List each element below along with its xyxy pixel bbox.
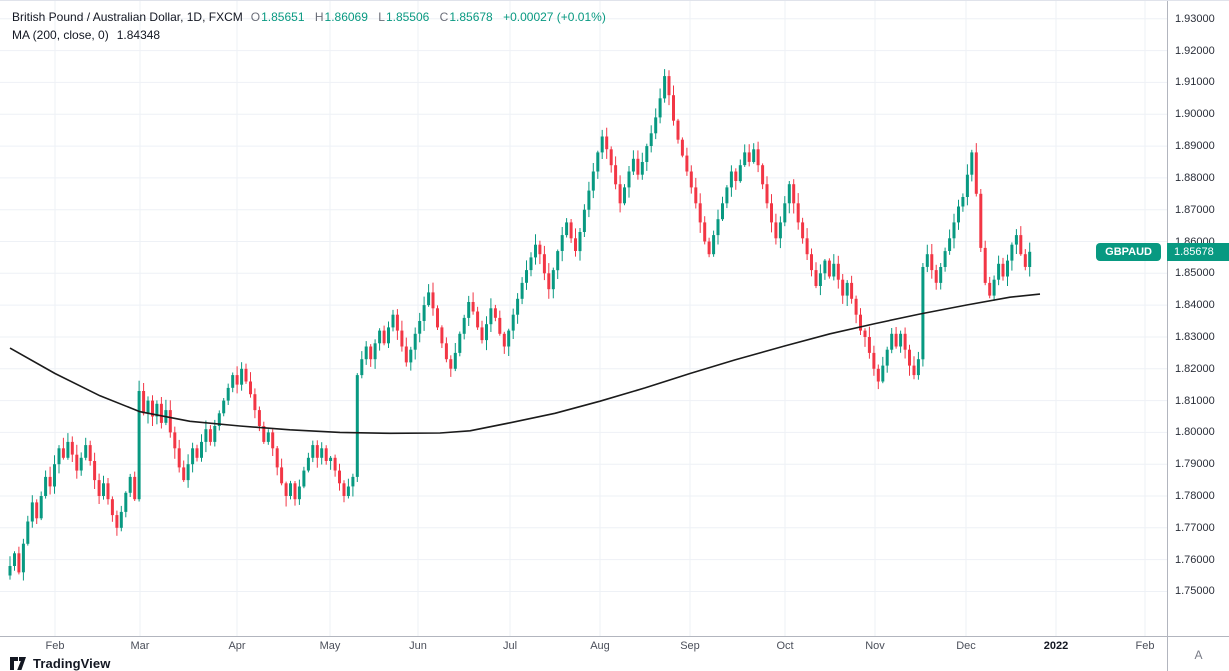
ma-200-line bbox=[9, 293, 1041, 435]
time-axis[interactable]: Feb Mar Apr May Jun Jul Aug Sep Oct Nov Dec 2022 Feb bbox=[0, 636, 1167, 655]
last-price-row: GBPAUD 1.85678 bbox=[0, 242, 1229, 262]
price-tick-label: 1.91000 bbox=[1175, 76, 1215, 89]
time-tick-label: 2022 bbox=[1043, 640, 1069, 652]
price-tick-label: 1.80000 bbox=[1175, 426, 1215, 439]
auto-scale-label: A bbox=[1194, 647, 1203, 662]
close-value: 1.85678 bbox=[449, 10, 493, 24]
candlestick-series bbox=[8, 69, 1032, 581]
last-price-flag: 1.85678 bbox=[1167, 242, 1229, 261]
time-tick-label: Aug bbox=[590, 640, 610, 652]
chart-plot-area[interactable] bbox=[0, 1, 1167, 636]
ma-indicator-value: 1.84348 bbox=[116, 28, 161, 42]
gridlines bbox=[0, 1, 1167, 636]
chart-legend: British Pound / Australian Dollar, 1D, F… bbox=[12, 8, 606, 44]
time-tick-label: Feb bbox=[1135, 640, 1155, 652]
close-label: C bbox=[439, 10, 449, 24]
price-tick-label: 1.75000 bbox=[1175, 585, 1215, 598]
ohlc-values: O1.85651 H1.86069 L1.85506 C1.85678 +0.0… bbox=[251, 8, 606, 26]
symbol-title[interactable]: British Pound / Australian Dollar, 1D, F… bbox=[12, 10, 243, 24]
change-value: +0.00027 (+0.01%) bbox=[503, 10, 606, 24]
ma-indicator-label[interactable]: MA (200, close, 0) bbox=[12, 28, 109, 42]
low-label: L bbox=[378, 10, 385, 24]
open-label: O bbox=[250, 10, 261, 24]
time-tick-label: May bbox=[319, 640, 341, 652]
price-tick-label: 1.89000 bbox=[1175, 140, 1215, 153]
price-tick-label: 1.83000 bbox=[1175, 330, 1215, 343]
axis-corner-auto-button[interactable]: A bbox=[1167, 636, 1229, 671]
price-tick-label: 1.82000 bbox=[1175, 362, 1215, 375]
price-tick-label: 1.81000 bbox=[1175, 394, 1215, 407]
price-tick-label: 1.78000 bbox=[1175, 490, 1215, 503]
tradingview-logo-icon bbox=[10, 657, 26, 670]
time-tick-label: Nov bbox=[865, 640, 885, 652]
price-tick-label: 1.88000 bbox=[1175, 171, 1215, 184]
time-tick-label: Jul bbox=[502, 640, 518, 652]
legend-ma-row[interactable]: MA (200, close, 0) 1.84348 bbox=[12, 26, 606, 44]
price-tick-label: 1.93000 bbox=[1175, 12, 1215, 25]
tradingview-brand-link[interactable]: TradingView bbox=[33, 656, 111, 671]
price-tick-label: 1.85000 bbox=[1175, 267, 1215, 280]
high-value: 1.86069 bbox=[324, 10, 368, 24]
price-tick-label: 1.90000 bbox=[1175, 108, 1215, 121]
price-tick-label: 1.87000 bbox=[1175, 203, 1215, 216]
time-tick-label: Apr bbox=[228, 640, 246, 652]
price-tick-label: 1.92000 bbox=[1175, 44, 1215, 57]
price-axis[interactable]: 1.93000 1.92000 1.91000 1.90000 1.89000 1.880… bbox=[1167, 1, 1229, 636]
high-label: H bbox=[314, 10, 324, 24]
price-tick-label: 1.84000 bbox=[1175, 299, 1215, 312]
symbol-price-pill: GBPAUD bbox=[1096, 242, 1161, 261]
chart-canvas[interactable] bbox=[0, 1, 1167, 636]
time-tick-label: Feb bbox=[45, 640, 65, 652]
time-tick-label: Mar bbox=[130, 640, 150, 652]
legend-symbol-row[interactable]: British Pound / Australian Dollar, 1D, F… bbox=[12, 8, 606, 26]
attribution-bar: TradingView bbox=[0, 655, 1167, 671]
price-tick-label: 1.79000 bbox=[1175, 458, 1215, 471]
price-tick-label: 1.76000 bbox=[1175, 553, 1215, 566]
time-tick-label: Oct bbox=[776, 640, 794, 652]
price-tick-label: 1.77000 bbox=[1175, 521, 1215, 534]
open-value: 1.85651 bbox=[261, 10, 305, 24]
time-tick-label: Dec bbox=[956, 640, 976, 652]
time-tick-label: Sep bbox=[680, 640, 700, 652]
low-value: 1.85506 bbox=[385, 10, 430, 24]
time-tick-label: Jun bbox=[409, 640, 427, 652]
